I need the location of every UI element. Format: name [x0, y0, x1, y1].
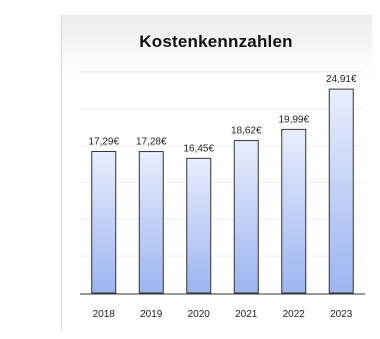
data-label-2018: 17,29€ — [88, 136, 119, 147]
bar-2018 — [91, 150, 117, 294]
bar-2020 — [186, 157, 212, 294]
data-label-2021: 18,62€ — [231, 126, 262, 137]
x-tick-label-2020: 2020 — [188, 309, 211, 320]
data-label-2022: 19,99€ — [278, 114, 309, 125]
x-tick-label-2018: 2018 — [93, 309, 116, 320]
data-label-2019: 17,28€ — [136, 137, 167, 148]
bar-2021 — [233, 140, 259, 294]
data-labels: 17,29€ 17,28€ 16,45€ 18,62€ 19,99€ 24,91€ — [88, 74, 357, 154]
bar-2023 — [328, 88, 354, 294]
x-tick-labels: 2018 2019 2020 2021 2022 2023 — [93, 309, 353, 320]
data-label-2020: 16,45€ — [183, 143, 214, 154]
x-tick-label-2019: 2019 — [140, 309, 163, 320]
x-tick-label-2021: 2021 — [235, 309, 258, 320]
x-tick-label-2022: 2022 — [283, 309, 306, 320]
x-tick-label-2023: 2023 — [330, 309, 353, 320]
bar-2022 — [281, 128, 307, 294]
bars — [91, 88, 354, 294]
bar-2019 — [138, 151, 164, 294]
chart-title: Kostenkennzahlen — [139, 32, 293, 51]
data-label-2023: 24,91€ — [326, 74, 357, 85]
grid-lines — [80, 71, 365, 295]
